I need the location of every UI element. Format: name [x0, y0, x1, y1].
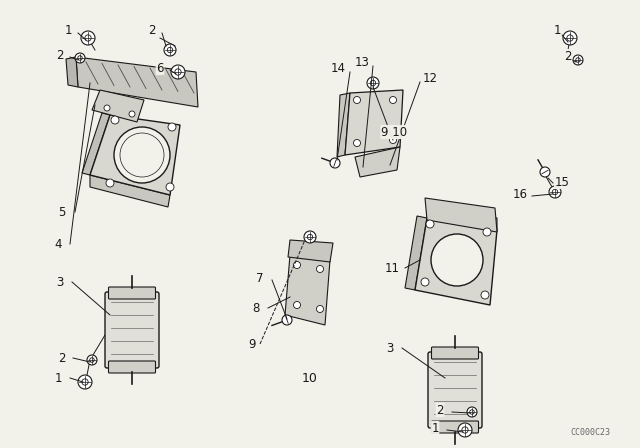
- Text: 2: 2: [56, 48, 64, 61]
- Circle shape: [390, 137, 397, 143]
- Text: 15: 15: [555, 176, 570, 189]
- Polygon shape: [90, 115, 180, 195]
- Polygon shape: [427, 208, 497, 230]
- Polygon shape: [76, 57, 198, 107]
- Circle shape: [330, 158, 340, 168]
- Circle shape: [171, 65, 185, 79]
- Text: 2: 2: [148, 23, 156, 36]
- Circle shape: [353, 139, 360, 146]
- Polygon shape: [82, 113, 110, 175]
- Circle shape: [75, 53, 85, 63]
- Circle shape: [431, 234, 483, 286]
- Circle shape: [304, 231, 316, 243]
- Text: 1: 1: [553, 23, 561, 36]
- Text: 2: 2: [436, 404, 444, 417]
- Circle shape: [106, 179, 114, 187]
- Circle shape: [540, 167, 550, 177]
- Text: 7: 7: [256, 271, 264, 284]
- Polygon shape: [415, 218, 497, 305]
- Circle shape: [164, 44, 176, 56]
- FancyBboxPatch shape: [428, 352, 482, 428]
- Circle shape: [282, 315, 292, 325]
- Circle shape: [563, 31, 577, 45]
- Circle shape: [78, 375, 92, 389]
- Circle shape: [317, 306, 323, 313]
- Text: 14: 14: [330, 61, 346, 74]
- Circle shape: [294, 262, 301, 268]
- Circle shape: [87, 355, 97, 365]
- Circle shape: [111, 116, 119, 124]
- Circle shape: [458, 423, 472, 437]
- Text: 8: 8: [252, 302, 260, 314]
- FancyBboxPatch shape: [109, 287, 156, 299]
- Text: 3: 3: [56, 276, 64, 289]
- FancyBboxPatch shape: [431, 421, 479, 433]
- Circle shape: [367, 77, 379, 89]
- Text: 11: 11: [385, 262, 399, 275]
- Text: 3: 3: [387, 341, 394, 354]
- Text: 1: 1: [64, 23, 72, 36]
- Polygon shape: [92, 90, 144, 122]
- Text: 16: 16: [513, 188, 527, 201]
- Polygon shape: [355, 147, 400, 177]
- Circle shape: [114, 127, 170, 183]
- Circle shape: [317, 266, 323, 272]
- Circle shape: [421, 278, 429, 286]
- Text: 13: 13: [355, 56, 369, 69]
- Text: 6: 6: [156, 61, 164, 74]
- Text: 9 10: 9 10: [381, 125, 407, 138]
- Polygon shape: [345, 90, 403, 155]
- Circle shape: [483, 228, 491, 236]
- FancyBboxPatch shape: [105, 292, 159, 368]
- Text: 1: 1: [54, 371, 61, 384]
- Text: 10: 10: [302, 371, 318, 384]
- Circle shape: [573, 55, 583, 65]
- Text: 9: 9: [248, 337, 255, 350]
- Circle shape: [129, 111, 135, 117]
- Polygon shape: [425, 198, 497, 232]
- Text: 12: 12: [422, 72, 438, 85]
- Circle shape: [481, 291, 489, 299]
- Circle shape: [166, 183, 174, 191]
- Text: 2: 2: [564, 49, 572, 63]
- Polygon shape: [285, 255, 330, 325]
- Circle shape: [294, 302, 301, 309]
- Text: CC000C23: CC000C23: [570, 427, 610, 436]
- Text: 2: 2: [58, 352, 66, 365]
- Text: 1: 1: [431, 422, 439, 435]
- Circle shape: [467, 407, 477, 417]
- Circle shape: [104, 105, 110, 111]
- Polygon shape: [337, 93, 350, 157]
- Circle shape: [426, 220, 434, 228]
- Text: 5: 5: [58, 206, 66, 219]
- Polygon shape: [90, 175, 170, 207]
- Circle shape: [81, 31, 95, 45]
- Text: 4: 4: [54, 237, 61, 250]
- Circle shape: [353, 96, 360, 103]
- Circle shape: [390, 96, 397, 103]
- Polygon shape: [405, 216, 427, 290]
- FancyBboxPatch shape: [109, 361, 156, 373]
- Polygon shape: [288, 240, 333, 262]
- Circle shape: [549, 186, 561, 198]
- FancyBboxPatch shape: [431, 347, 479, 359]
- Polygon shape: [66, 57, 78, 87]
- Circle shape: [168, 123, 176, 131]
